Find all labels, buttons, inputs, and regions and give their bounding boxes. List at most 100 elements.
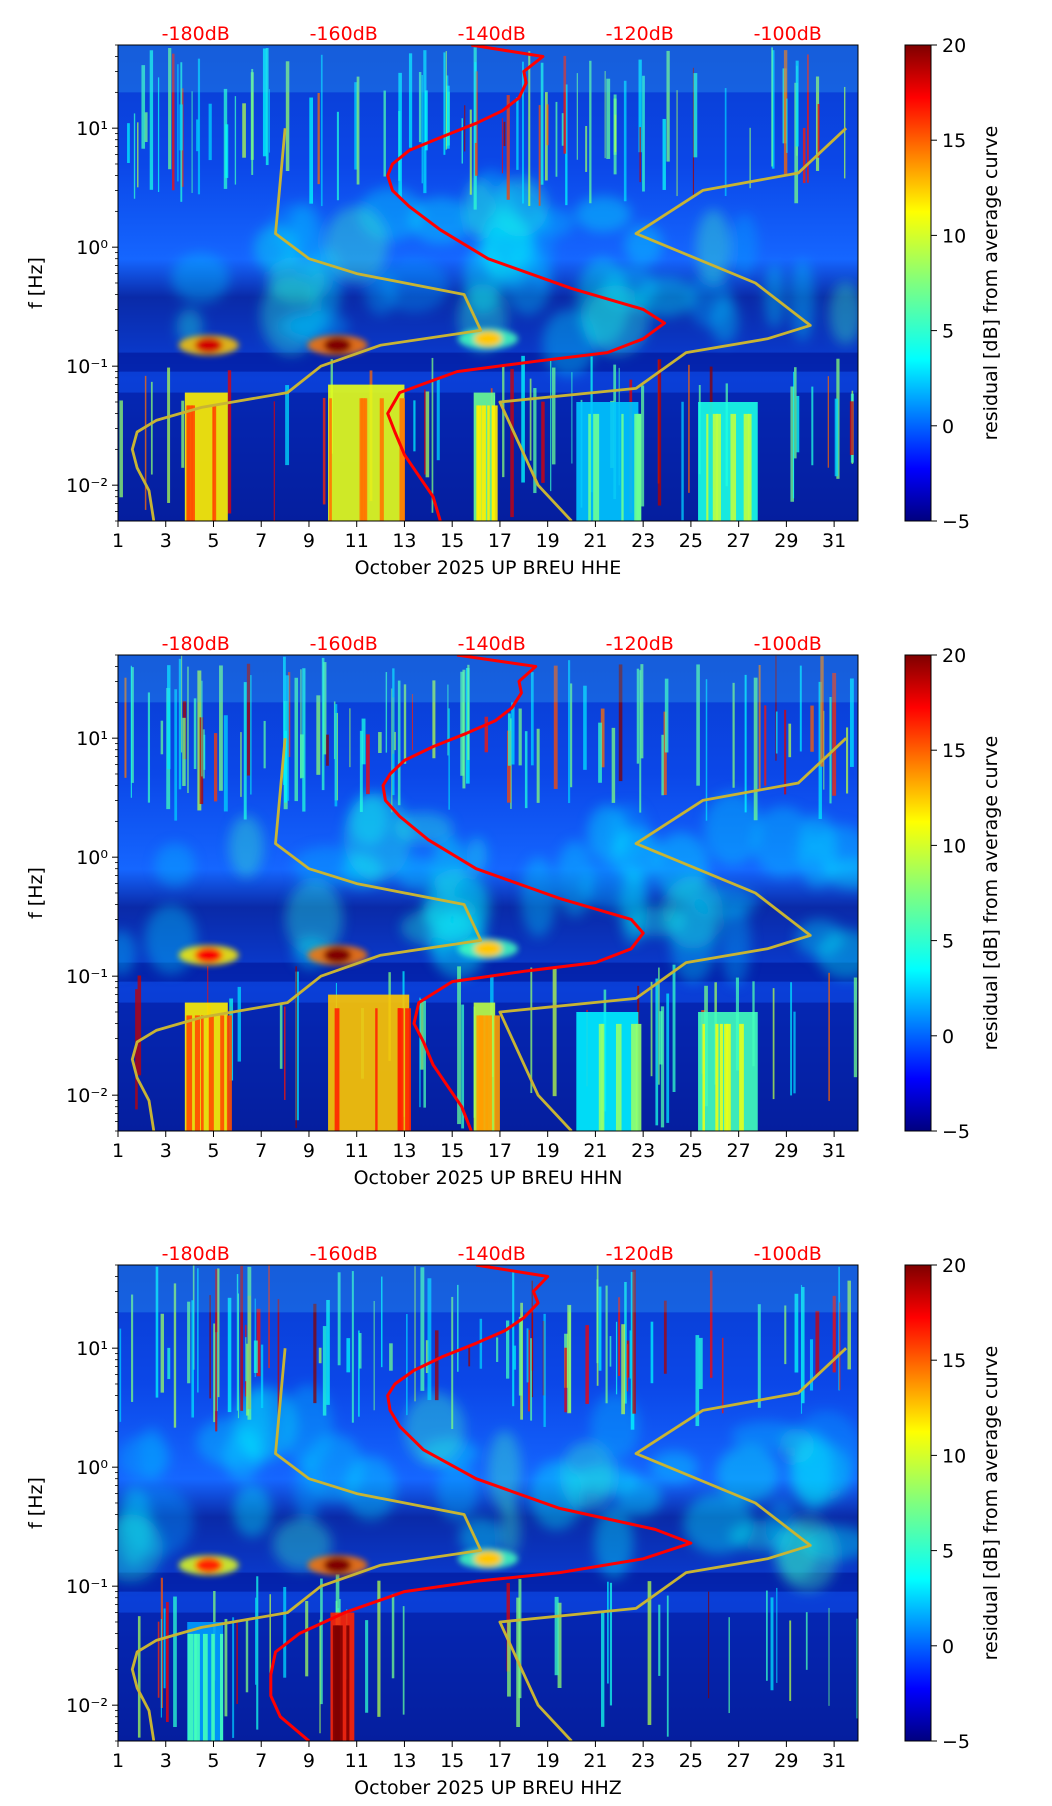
streak (147, 692, 151, 803)
streak (358, 1330, 360, 1417)
colorbar-label: residual [dB] from average curve (980, 126, 1002, 441)
streak (744, 674, 747, 813)
streak (567, 660, 571, 804)
noise-cloud (138, 1426, 166, 1481)
streak (320, 1578, 323, 1705)
streak (695, 1335, 700, 1427)
streak (197, 670, 202, 811)
y-axis-label: f [Hz] (25, 867, 47, 919)
streak (431, 357, 434, 513)
noise-cloud (289, 310, 350, 341)
streak (632, 1269, 636, 1414)
streak (160, 1577, 163, 1708)
streak (708, 1591, 710, 1699)
streak (201, 680, 203, 777)
noise-cloud (800, 1526, 858, 1561)
streak (728, 1617, 730, 1714)
streak (666, 993, 670, 1123)
streak (507, 730, 511, 803)
streak (356, 76, 360, 185)
microseism-core (323, 1557, 352, 1574)
x-tick-label: 3 (160, 1140, 172, 1162)
streak (496, 1337, 499, 1362)
streak (215, 1269, 218, 1432)
streak (640, 664, 644, 759)
low-band (118, 1572, 858, 1592)
colorbar-tick-label: 5 (942, 1541, 954, 1563)
streak (732, 682, 735, 788)
streak (419, 999, 424, 1070)
streak (609, 1582, 613, 1706)
noise-cloud (350, 793, 389, 846)
y-tick-label: 10⁻¹ (66, 1576, 108, 1598)
x-tick-label: 15 (440, 1140, 464, 1162)
streak (832, 672, 837, 796)
hot-band-streak (334, 1008, 340, 1131)
low-band (118, 352, 858, 372)
streak (127, 123, 130, 164)
streak (484, 716, 489, 753)
streak (423, 50, 427, 194)
colorbar-tick-label: −5 (942, 1731, 970, 1753)
streak (503, 121, 506, 147)
plot-area (118, 655, 858, 1131)
streak (294, 677, 299, 802)
streak (672, 964, 676, 1092)
streak (411, 693, 413, 751)
streak (119, 1328, 122, 1422)
streak (526, 1328, 529, 1383)
streak (664, 678, 669, 753)
hot-bands (184, 994, 758, 1131)
streak (236, 1619, 238, 1705)
streak (334, 704, 338, 807)
streak (167, 1347, 171, 1380)
noise-cloud (176, 308, 203, 345)
noise-cloud (789, 259, 815, 342)
hot-band-streak (476, 1015, 481, 1131)
hot-band-streak (405, 1008, 412, 1131)
streak (567, 1304, 572, 1414)
hot-band-streak (399, 398, 405, 521)
streak (163, 1608, 166, 1689)
streak (256, 1576, 259, 1730)
x-axis-label: October 2025 UP BREU HHE (355, 557, 622, 579)
noise-cloud (624, 224, 663, 266)
hf-band (118, 45, 858, 93)
noise-cloud (601, 266, 658, 310)
streak (262, 48, 267, 157)
noise-cloud (233, 1484, 272, 1537)
x-tick-label: 27 (727, 1750, 751, 1772)
streak (181, 400, 185, 468)
streak (174, 689, 178, 821)
streak (642, 75, 645, 192)
x-tick-label: 13 (392, 1750, 416, 1772)
streak (385, 672, 388, 753)
colorbar-gradient (904, 654, 932, 1132)
streak (807, 54, 809, 183)
streak (758, 665, 761, 790)
red-noise-curve (386, 45, 667, 521)
colorbar-tick-label: 10 (942, 225, 966, 247)
noise-cloud (436, 1461, 479, 1522)
x-tick-label: 11 (345, 1750, 369, 1772)
colorbar-tick-label: 15 (942, 740, 966, 762)
streak (639, 670, 642, 813)
streak (505, 1320, 510, 1379)
x-tick-label: 1 (112, 1750, 124, 1772)
x-tick-label: 31 (822, 530, 846, 552)
streak (124, 677, 127, 778)
microseism-blobs (178, 328, 518, 356)
gold-model-curve-2 (498, 1347, 848, 1741)
streak (771, 47, 774, 167)
streak (237, 1293, 239, 1419)
streak (232, 1617, 235, 1738)
noise-cloud (556, 840, 594, 917)
db-scale-label: -180dB (162, 23, 230, 45)
streak (287, 672, 291, 758)
streak (507, 1620, 511, 1697)
hot-band-streak (719, 1023, 723, 1131)
streak (240, 732, 242, 797)
hot-band-streak (715, 1023, 719, 1131)
streak (177, 64, 179, 182)
x-tick-label: 31 (822, 1750, 846, 1772)
